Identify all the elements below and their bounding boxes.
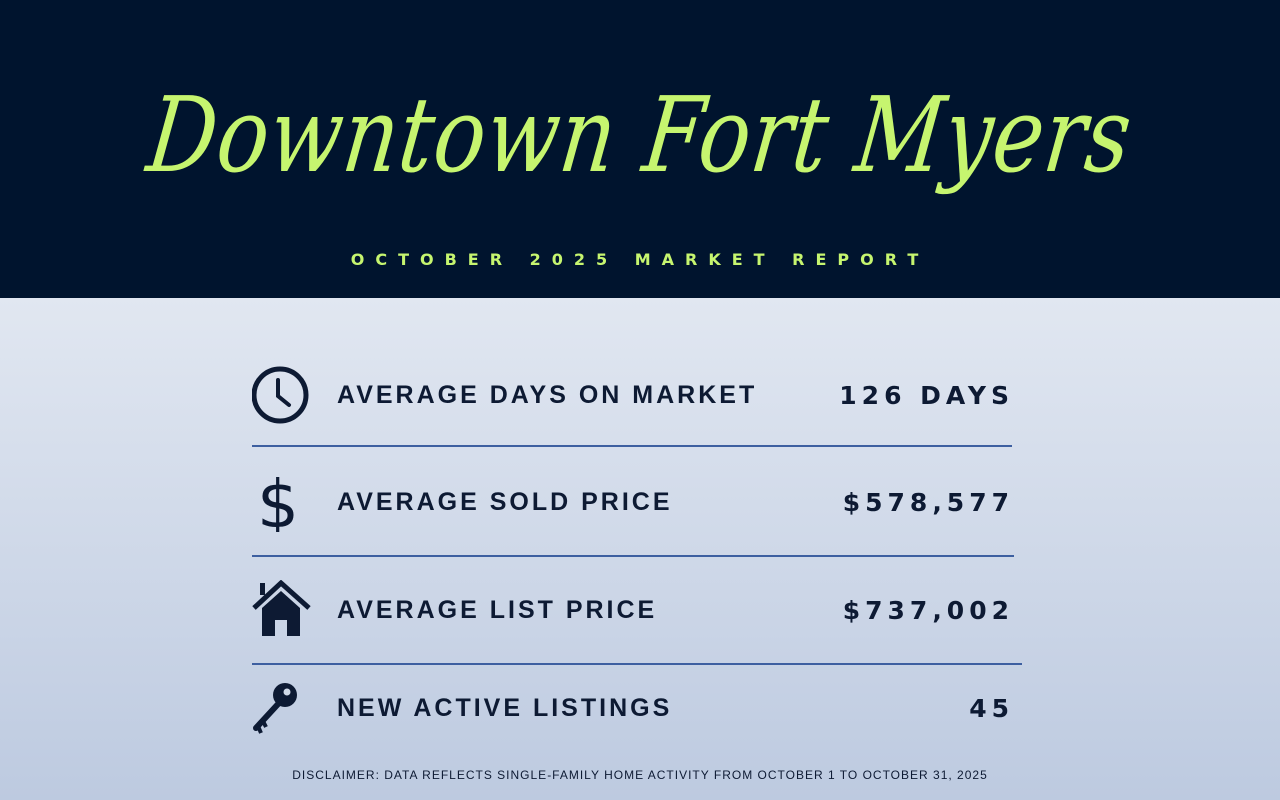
stat-label: AVERAGE SOLD PRICE	[337, 487, 673, 516]
divider	[252, 445, 1012, 447]
stat-row-sold-price: $ AVERAGE SOLD PRICE $578,577	[252, 472, 1022, 532]
header-banner: Downtown Fort Myers OCTOBER 2025 MARKET …	[0, 0, 1280, 298]
divider	[252, 663, 1022, 665]
stat-value: 45	[969, 693, 1014, 723]
divider	[252, 555, 1014, 557]
disclaimer: DISCLAIMER: DATA REFLECTS SINGLE-FAMILY …	[292, 768, 988, 782]
report-subtitle: OCTOBER 2025 MARKET REPORT	[350, 250, 930, 269]
stat-label: AVERAGE LIST PRICE	[337, 595, 658, 624]
key-icon	[253, 683, 297, 734]
page-title: Downtown Fort Myers	[141, 74, 1139, 196]
stat-label: AVERAGE DAYS ON MARKET	[337, 380, 758, 409]
dollar-icon: $	[257, 472, 299, 532]
stat-row-list-price: AVERAGE LIST PRICE $737,002	[252, 580, 1022, 640]
stat-row-new-listings: NEW ACTIVE LISTINGS 45	[252, 678, 1022, 738]
stat-value: $578,577	[842, 487, 1014, 517]
stat-value: 126 DAYS	[839, 380, 1014, 410]
house-icon	[252, 580, 311, 636]
stat-value: $737,002	[842, 595, 1014, 625]
svg-text:$: $	[257, 472, 299, 532]
clock-icon	[252, 366, 309, 424]
stat-row-days-on-market: AVERAGE DAYS ON MARKET 126 DAYS	[252, 365, 1022, 425]
stat-label: NEW ACTIVE LISTINGS	[337, 693, 673, 722]
